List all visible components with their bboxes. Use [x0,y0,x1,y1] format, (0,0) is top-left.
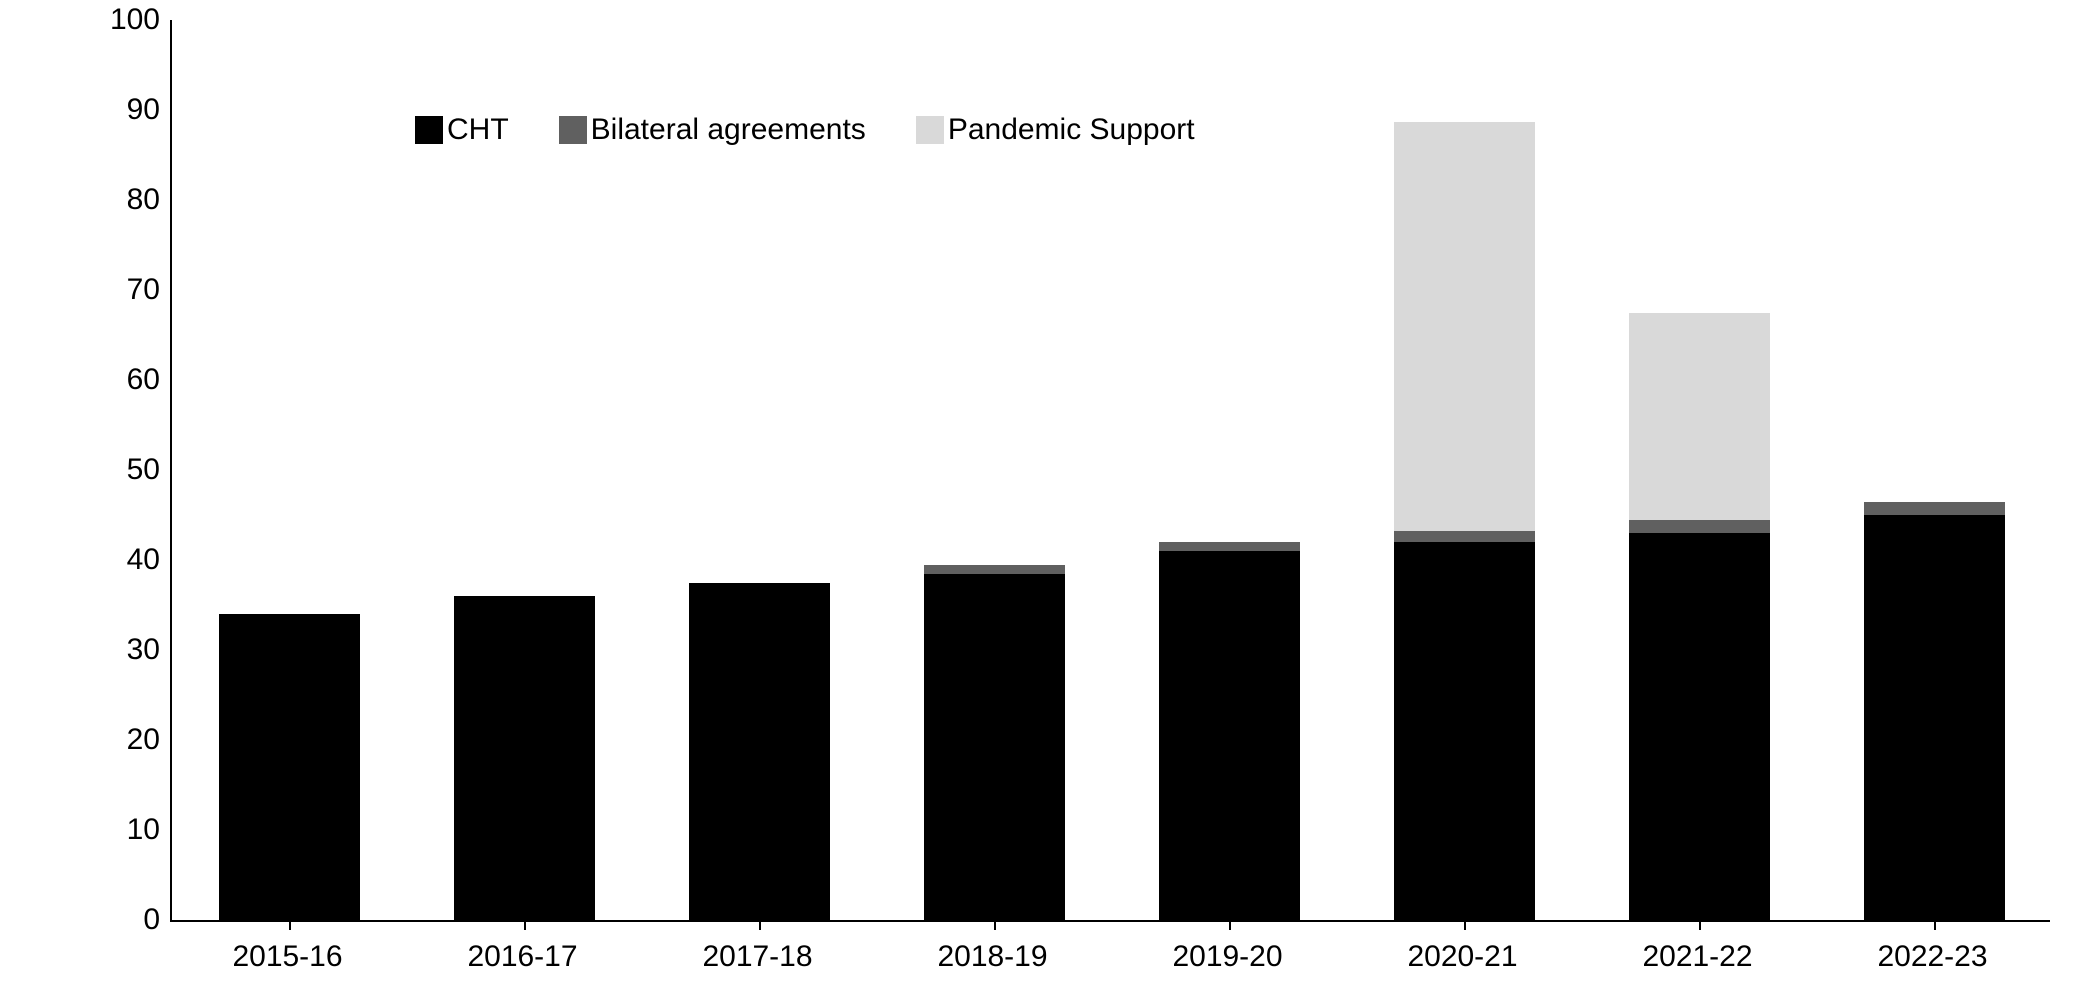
legend-swatch-cht [415,116,443,144]
y-tick-label: 40 [127,543,160,577]
legend-item-bilateral: Bilateral agreements [559,113,866,147]
x-tick-label: 2015-16 [232,940,342,974]
x-tick-label: 2021-22 [1642,940,1752,974]
bar-segment [1629,520,1770,534]
x-tick-mark [289,920,291,930]
bars-region [172,20,2050,920]
x-tick-mark [994,920,996,930]
bar-segment [689,583,830,921]
y-tick-label: 100 [110,3,160,37]
legend-label-bilateral: Bilateral agreements [591,113,866,147]
y-tick-label: 30 [127,633,160,667]
y-tick-label: 50 [127,453,160,487]
legend-item-pandemic: Pandemic Support [916,113,1195,147]
legend-swatch-pandemic [916,116,944,144]
bar-segment [1394,122,1535,532]
x-tick-mark [1934,920,1936,930]
x-tick-mark [759,920,761,930]
bar-segment [219,614,360,920]
x-tick-mark [524,920,526,930]
bar-segment [454,596,595,920]
x-tick-label: 2019-20 [1172,940,1282,974]
bar-segment [1159,542,1300,551]
x-tick-mark [1229,920,1231,930]
y-tick-label: 0 [143,903,160,937]
legend: CHT Bilateral agreements Pandemic Suppor… [415,113,1195,147]
plot-area [170,20,2050,922]
y-tick-label: 60 [127,363,160,397]
y-axis: 0102030405060708090100 [100,20,170,920]
bar-segment [1629,533,1770,920]
y-tick-label: 10 [127,813,160,847]
y-tick-label: 80 [127,183,160,217]
legend-item-cht: CHT [415,113,509,147]
bar-segment [1159,551,1300,920]
x-tick-label: 2020-21 [1407,940,1517,974]
chart-container: 0102030405060708090100 CHT Bilateral agr… [100,20,2080,980]
x-tick-mark [1464,920,1466,930]
bar-segment [1394,531,1535,542]
y-tick-label: 90 [127,93,160,127]
x-tick-label: 2022-23 [1877,940,1987,974]
x-tick-mark [1699,920,1701,930]
x-tick-label: 2016-17 [467,940,577,974]
bar-segment [1864,502,2005,516]
y-tick-label: 20 [127,723,160,757]
bar-segment [924,565,1065,574]
legend-swatch-bilateral [559,116,587,144]
x-tick-label: 2018-19 [937,940,1047,974]
bar-segment [1864,515,2005,920]
legend-label-pandemic: Pandemic Support [948,113,1195,147]
bar-segment [1629,313,1770,520]
legend-label-cht: CHT [447,113,509,147]
y-tick-label: 70 [127,273,160,307]
bar-segment [924,574,1065,921]
x-tick-label: 2017-18 [702,940,812,974]
bar-segment [1394,542,1535,920]
